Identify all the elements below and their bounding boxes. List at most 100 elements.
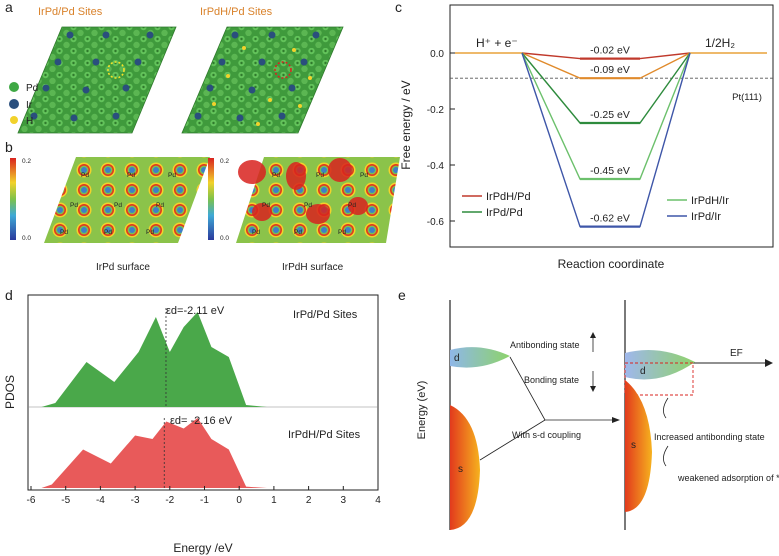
legend-h-dot	[10, 116, 18, 124]
energy-label: -0.02 eV	[590, 45, 630, 57]
ytick-label: -0.2	[427, 105, 445, 116]
d-band-left	[450, 347, 510, 368]
xtick-label: -6	[27, 495, 36, 506]
svg-text:Pd: Pd	[338, 229, 346, 236]
irpdh-hotspots	[238, 158, 368, 224]
legend-label: IrPd/Ir	[691, 211, 721, 223]
svg-text:Pd: Pd	[60, 229, 68, 236]
chart-d-xticks: -6 -5 -4 -3 -2 -1 0 1 2 3 4	[27, 486, 381, 506]
energy-axis-label: Energy (eV)	[416, 381, 428, 440]
panel-e: e Energy (eV) EF d s With s-d coupling A…	[398, 287, 779, 530]
antibonding-label: Antibonding state	[510, 340, 580, 350]
panel-e-label: e	[398, 287, 406, 303]
svg-text:Pd: Pd	[127, 172, 135, 179]
xtick-label: 0	[236, 495, 242, 506]
colorbar-right	[208, 158, 214, 240]
note1-arrow	[663, 397, 669, 419]
d-label-right: d	[640, 366, 646, 377]
pdos-irpd-area	[31, 312, 378, 407]
coupling-line-bottom	[479, 419, 546, 461]
legend-h-label: H	[26, 116, 33, 127]
svg-text:Pd: Pd	[304, 202, 312, 209]
dband-top-label: εd=-2.11 eV	[166, 305, 225, 317]
chart-c-ylabel: Free energy / eV	[399, 80, 413, 169]
panel-c-label: c	[395, 0, 402, 15]
panel-b: b 0.2 0.0 0.2 0.0 Pd Pd Pd Pd Pd Pd Pd Pd Pd P…	[5, 139, 400, 273]
note2-arrow	[663, 445, 669, 467]
panel-d: d PDOS Energy /eV εd=-2.11 eV IrPd/Pd Si…	[3, 287, 381, 555]
ytick-label: -0.6	[427, 217, 445, 228]
chart-c-yticks: 0.0 -0.2 -0.4 -0.6	[427, 49, 455, 228]
ytick-label: 0.0	[430, 49, 444, 60]
colorbar-right-max: 0.2	[220, 158, 229, 165]
antibonding-arrow-icon	[590, 332, 596, 338]
svg-text:Pd: Pd	[146, 229, 154, 236]
svg-text:Pd: Pd	[272, 172, 280, 179]
bonding-arrow-icon	[590, 386, 596, 392]
panel-d-label: d	[5, 287, 13, 303]
s-band-right	[625, 380, 652, 512]
panel-a: a IrPd/Pd Sites IrPdH/Pd Sites Pd Ir	[5, 0, 344, 134]
legend-pd-label: Pd	[26, 83, 38, 94]
s-band-left	[450, 405, 480, 530]
lattice-irpd	[17, 26, 177, 134]
svg-text:Pd: Pd	[70, 202, 78, 209]
legend-label: IrPdH/Ir	[691, 195, 729, 207]
pd-atom-labels-left: Pd Pd Pd Pd Pd Pd Pd Pd Pd	[60, 172, 176, 236]
chart-c-frame	[449, 4, 774, 248]
xtick-label: -3	[131, 495, 140, 506]
panel-b-label: b	[5, 139, 13, 155]
xtick-label: -5	[61, 495, 70, 506]
series-bottom-name: IrPdH/Pd Sites	[288, 429, 361, 441]
svg-text:Pd: Pd	[360, 172, 368, 179]
chart-c-series: -0.02 eV -0.09 eV -0.25 eV -0.45 eV -0.62 eV	[521, 45, 691, 228]
colorbar-right-min: 0.0	[220, 235, 229, 242]
xtick-label: -1	[200, 495, 209, 506]
xtick-label: 3	[341, 495, 347, 506]
energy-label: -0.09 eV	[590, 64, 630, 76]
caption-irpdh-surface: IrPdH surface	[282, 262, 344, 273]
lattice-irpdh	[181, 26, 344, 134]
note-weakened-adsorption: weakened adsorption of *H	[677, 473, 779, 483]
series-top-name: IrPd/Pd Sites	[293, 309, 358, 321]
svg-text:Pd: Pd	[114, 202, 122, 209]
s-label-right: s	[631, 440, 636, 451]
colorbar-left-max: 0.2	[22, 158, 31, 165]
svg-text:Pd: Pd	[156, 202, 164, 209]
svg-text:Pd: Pd	[81, 172, 89, 179]
ir-atoms-right	[194, 31, 320, 122]
heatmap-irpd	[44, 157, 210, 243]
d-band-right	[625, 350, 695, 380]
svg-text:Pd: Pd	[348, 202, 356, 209]
s-label-left: s	[458, 464, 463, 475]
panel-c: c Free energy / eV Reaction coordinate 0…	[395, 0, 774, 271]
chart-c-xlabel: Reaction coordinate	[558, 257, 665, 271]
coupling-line-top	[509, 356, 546, 421]
svg-text:Pd: Pd	[104, 229, 112, 236]
xtick-label: 4	[375, 495, 381, 506]
chart-d-frame	[27, 294, 379, 491]
chart-c-legend: IrPdH/Pd IrPd/Pd IrPdH/Ir IrPd/Ir	[462, 191, 729, 223]
site-marker-left	[107, 61, 125, 79]
xtick-label: 1	[271, 495, 277, 506]
svg-text:Pd: Pd	[168, 172, 176, 179]
legend-label: IrPd/Pd	[486, 207, 523, 219]
pdos-irpdh-area	[31, 418, 378, 488]
chart-d-xlabel: Energy /eV	[173, 541, 232, 555]
heatmap-irpdh	[236, 157, 400, 243]
coupling-arrow-icon	[612, 417, 620, 423]
panel-a-title-left: IrPd/Pd Sites	[38, 6, 103, 18]
panel-a-label: a	[5, 0, 13, 15]
dband-bottom-label: εd= -2.16 eV	[170, 415, 233, 427]
bonding-label: Bonding state	[524, 375, 579, 385]
xtick-label: -2	[165, 495, 174, 506]
colorbar-left-min: 0.0	[22, 235, 31, 242]
fermi-label: EF	[730, 348, 743, 359]
energy-label: -0.25 eV	[590, 109, 630, 121]
ir-atoms-left	[30, 31, 154, 122]
energy-label: -0.62 eV	[590, 213, 630, 225]
panel-a-title-right: IrPdH/Pd Sites	[200, 6, 273, 18]
left-state-label: H⁺ + e⁻	[476, 36, 518, 50]
colorbar-left	[10, 158, 16, 240]
